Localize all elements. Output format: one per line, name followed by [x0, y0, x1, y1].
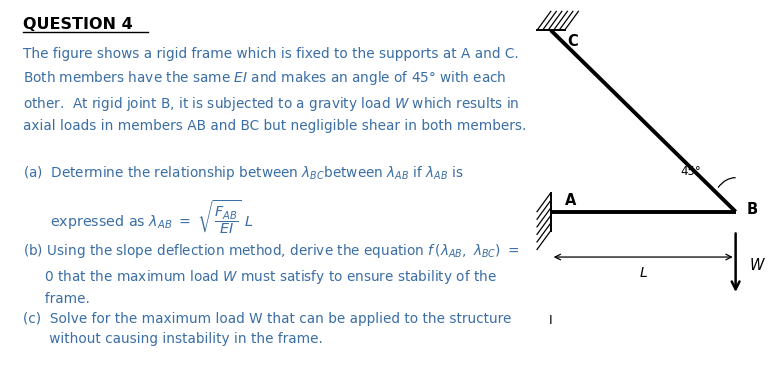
Text: $\mathit{W}$: $\mathit{W}$ [749, 257, 766, 273]
Text: A: A [565, 193, 576, 208]
Text: The figure shows a rigid frame which is fixed to the supports at A and C.
Both m: The figure shows a rigid frame which is … [23, 47, 526, 133]
Text: (b) Using the slope deflection method, derive the equation $f\,(\lambda_{AB},\ \: (b) Using the slope deflection method, d… [23, 242, 519, 306]
Text: 45°: 45° [681, 165, 701, 178]
Text: C: C [567, 34, 578, 49]
Text: (a)  Determine the relationship between $\lambda_{BC}$between $\lambda_{AB}$ if : (a) Determine the relationship between $… [23, 164, 463, 183]
Text: QUESTION 4: QUESTION 4 [23, 17, 132, 32]
Text: I: I [549, 314, 552, 327]
Text: expressed as $\lambda_{AB}\ =\ \sqrt{\dfrac{F_{AB}}{EI}}\ L$: expressed as $\lambda_{AB}\ =\ \sqrt{\df… [50, 198, 254, 236]
Text: $L$: $L$ [639, 266, 648, 280]
Text: (c)  Solve for the maximum load W that can be applied to the structure
      wit: (c) Solve for the maximum load W that ca… [23, 312, 511, 347]
Text: B: B [747, 202, 758, 217]
